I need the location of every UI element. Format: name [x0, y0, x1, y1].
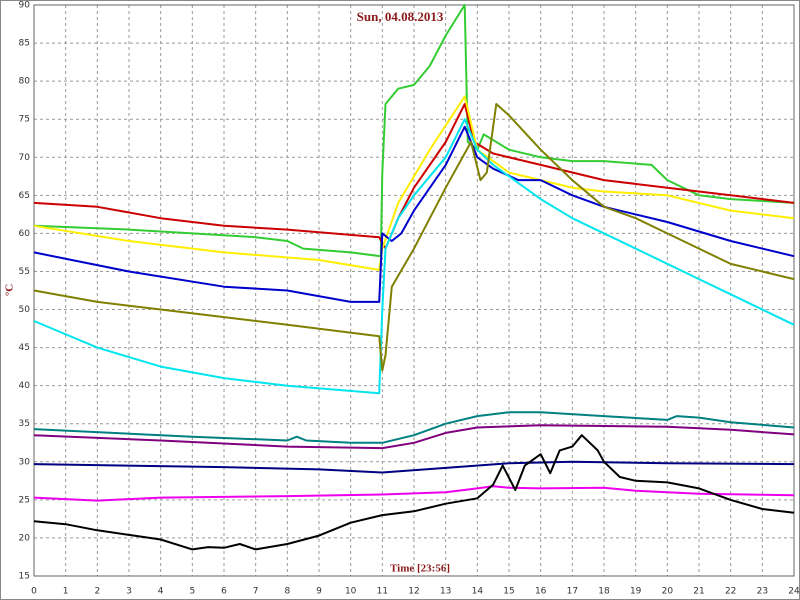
y-tick-label: 20 — [19, 533, 31, 543]
y-tick-label: 50 — [19, 305, 31, 315]
x-tick-label: 18 — [598, 587, 610, 597]
x-tick-label: 24 — [788, 587, 800, 597]
x-tick-label: 14 — [472, 587, 484, 597]
series-line — [33, 434, 795, 551]
x-tick-label: 19 — [630, 587, 642, 597]
y-tick-label: 35 — [19, 419, 30, 429]
y-tick-label: 45 — [19, 343, 30, 353]
y-tick-label: 90 — [19, 1, 31, 11]
y-tick-label: 30 — [19, 457, 31, 467]
series-line — [33, 411, 795, 444]
y-tick-label: 25 — [19, 495, 30, 505]
series-line — [33, 118, 795, 395]
x-tick-label: 21 — [693, 587, 704, 597]
x-tick-label: 1 — [63, 587, 69, 597]
y-tick-label: 55 — [19, 267, 30, 277]
y-tick-label: 70 — [19, 153, 31, 163]
y-tick-label: 85 — [19, 39, 30, 49]
x-tick-label: 6 — [221, 587, 227, 597]
y-tick-label: 75 — [19, 115, 30, 125]
x-tick-label: 23 — [757, 587, 768, 597]
x-tick-label: 10 — [345, 587, 357, 597]
series-line — [33, 125, 795, 303]
series-line — [33, 103, 795, 250]
series-line — [33, 4, 795, 258]
x-tick-label: 9 — [316, 587, 322, 597]
x-tick-label: 15 — [503, 587, 514, 597]
x-tick-label: 7 — [253, 587, 259, 597]
series-line — [33, 103, 795, 372]
series-line — [33, 460, 795, 474]
series-line — [33, 485, 795, 502]
y-tick-label: 65 — [19, 191, 30, 201]
x-tick-label: 22 — [725, 587, 736, 597]
x-tick-label: 0 — [31, 587, 37, 597]
x-axis-label: Time [23:56] — [390, 563, 450, 575]
x-tick-label: 8 — [284, 587, 290, 597]
x-tick-label: 16 — [535, 587, 547, 597]
x-tick-label: 4 — [158, 587, 164, 597]
x-tick-label: 5 — [189, 587, 195, 597]
x-tick-label: 2 — [94, 587, 100, 597]
series-line — [33, 424, 795, 450]
x-tick-label: 20 — [662, 587, 674, 597]
x-tick-label: 17 — [567, 587, 578, 597]
series-line — [33, 95, 795, 271]
x-tick-label: 11 — [377, 587, 388, 597]
y-tick-label: 40 — [19, 381, 31, 391]
x-tick-label: 13 — [440, 587, 451, 597]
x-tick-label: 3 — [126, 587, 132, 597]
y-tick-label: 60 — [19, 229, 31, 239]
y-axis-label: °C — [4, 284, 16, 296]
chart-title: Sun, 04.08.2013 — [357, 9, 444, 24]
x-tick-label: 12 — [408, 587, 419, 597]
y-tick-label: 80 — [19, 77, 31, 87]
y-tick-label: 15 — [19, 572, 30, 582]
